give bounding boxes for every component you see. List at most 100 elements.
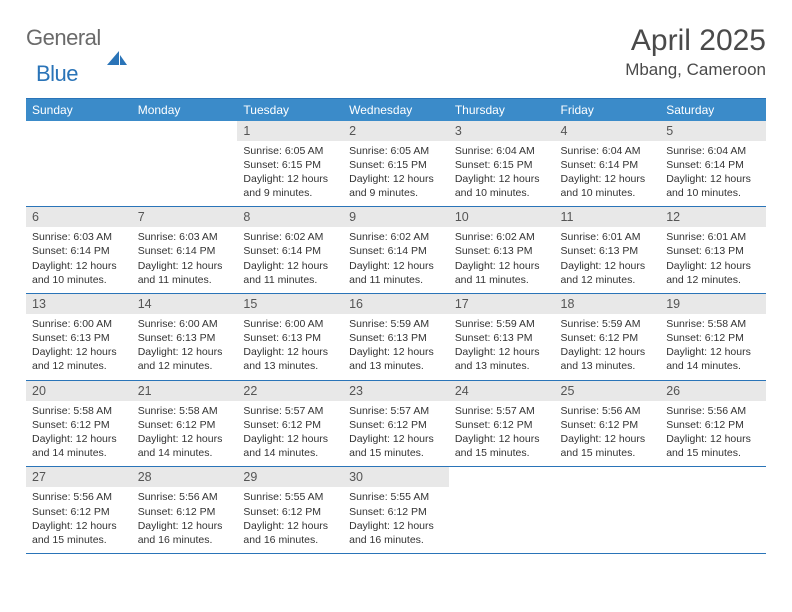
sunset-line: Sunset: 6:13 PM: [243, 331, 337, 345]
logo-text: General Blue: [26, 28, 101, 84]
calendar-day-cell: 20Sunrise: 5:58 AMSunset: 6:12 PMDayligh…: [26, 380, 132, 467]
sunset-line: Sunset: 6:12 PM: [561, 331, 655, 345]
day-number: 10: [449, 207, 555, 227]
daylight-line: Daylight: 12 hours and 13 minutes.: [455, 345, 549, 373]
daylight-line: Daylight: 12 hours and 9 minutes.: [349, 172, 443, 200]
calendar-day-cell: 1Sunrise: 6:05 AMSunset: 6:15 PMDaylight…: [237, 121, 343, 207]
sunset-line: Sunset: 6:13 PM: [455, 244, 549, 258]
calendar-day-cell: 7Sunrise: 6:03 AMSunset: 6:14 PMDaylight…: [132, 207, 238, 294]
sunset-line: Sunset: 6:15 PM: [243, 158, 337, 172]
sunset-line: Sunset: 6:14 PM: [666, 158, 760, 172]
day-number: 9: [343, 207, 449, 227]
calendar-day-cell: 3Sunrise: 6:04 AMSunset: 6:15 PMDaylight…: [449, 121, 555, 207]
day-number: 2: [343, 121, 449, 141]
sunrise-line: Sunrise: 5:59 AM: [349, 317, 443, 331]
weekday-header: Thursday: [449, 98, 555, 121]
sunrise-line: Sunrise: 6:03 AM: [138, 230, 232, 244]
day-details: Sunrise: 6:05 AMSunset: 6:15 PMDaylight:…: [343, 141, 449, 207]
sunrise-line: Sunrise: 6:00 AM: [138, 317, 232, 331]
day-number: 4: [555, 121, 661, 141]
weekday-header: Saturday: [660, 98, 766, 121]
calendar-empty-cell: [555, 467, 661, 554]
day-details: Sunrise: 5:56 AMSunset: 6:12 PMDaylight:…: [660, 401, 766, 467]
logo-text-general: General: [26, 28, 101, 48]
day-details: Sunrise: 5:58 AMSunset: 6:12 PMDaylight:…: [26, 401, 132, 467]
title-block: April 2025 Mbang, Cameroon: [625, 24, 766, 80]
sunset-line: Sunset: 6:12 PM: [349, 418, 443, 432]
daylight-line: Daylight: 12 hours and 16 minutes.: [138, 519, 232, 547]
daylight-line: Daylight: 12 hours and 12 minutes.: [32, 345, 126, 373]
sunrise-line: Sunrise: 5:55 AM: [349, 490, 443, 504]
day-details: Sunrise: 5:56 AMSunset: 6:12 PMDaylight:…: [132, 487, 238, 553]
sunrise-line: Sunrise: 5:57 AM: [349, 404, 443, 418]
sunset-line: Sunset: 6:12 PM: [349, 505, 443, 519]
calendar-day-cell: 4Sunrise: 6:04 AMSunset: 6:14 PMDaylight…: [555, 121, 661, 207]
calendar-day-cell: 25Sunrise: 5:56 AMSunset: 6:12 PMDayligh…: [555, 380, 661, 467]
calendar-week-row: 27Sunrise: 5:56 AMSunset: 6:12 PMDayligh…: [26, 467, 766, 554]
calendar-day-cell: 19Sunrise: 5:58 AMSunset: 6:12 PMDayligh…: [660, 293, 766, 380]
daylight-line: Daylight: 12 hours and 10 minutes.: [666, 172, 760, 200]
sunrise-line: Sunrise: 5:55 AM: [243, 490, 337, 504]
sunset-line: Sunset: 6:14 PM: [138, 244, 232, 258]
day-details: Sunrise: 5:55 AMSunset: 6:12 PMDaylight:…: [343, 487, 449, 553]
day-number: 30: [343, 467, 449, 487]
sunset-line: Sunset: 6:14 PM: [349, 244, 443, 258]
sunset-line: Sunset: 6:14 PM: [561, 158, 655, 172]
calendar-day-cell: 12Sunrise: 6:01 AMSunset: 6:13 PMDayligh…: [660, 207, 766, 294]
day-details: Sunrise: 6:00 AMSunset: 6:13 PMDaylight:…: [26, 314, 132, 380]
daylight-line: Daylight: 12 hours and 12 minutes.: [561, 259, 655, 287]
day-number: 14: [132, 294, 238, 314]
header: General Blue April 2025 Mbang, Cameroon: [26, 24, 766, 84]
calendar-week-row: 20Sunrise: 5:58 AMSunset: 6:12 PMDayligh…: [26, 380, 766, 467]
day-number: 12: [660, 207, 766, 227]
sunrise-line: Sunrise: 5:56 AM: [32, 490, 126, 504]
day-details: Sunrise: 6:01 AMSunset: 6:13 PMDaylight:…: [660, 227, 766, 293]
calendar-day-cell: 30Sunrise: 5:55 AMSunset: 6:12 PMDayligh…: [343, 467, 449, 554]
daylight-line: Daylight: 12 hours and 9 minutes.: [243, 172, 337, 200]
calendar-empty-cell: [132, 121, 238, 207]
sunrise-line: Sunrise: 6:04 AM: [561, 144, 655, 158]
daylight-line: Daylight: 12 hours and 14 minutes.: [32, 432, 126, 460]
calendar-day-cell: 16Sunrise: 5:59 AMSunset: 6:13 PMDayligh…: [343, 293, 449, 380]
sunrise-line: Sunrise: 6:04 AM: [455, 144, 549, 158]
calendar-day-cell: 15Sunrise: 6:00 AMSunset: 6:13 PMDayligh…: [237, 293, 343, 380]
calendar-day-cell: 11Sunrise: 6:01 AMSunset: 6:13 PMDayligh…: [555, 207, 661, 294]
day-number: 22: [237, 381, 343, 401]
daylight-line: Daylight: 12 hours and 11 minutes.: [455, 259, 549, 287]
day-number: 11: [555, 207, 661, 227]
sunrise-line: Sunrise: 5:56 AM: [666, 404, 760, 418]
day-number: 26: [660, 381, 766, 401]
daylight-line: Daylight: 12 hours and 14 minutes.: [243, 432, 337, 460]
daylight-line: Daylight: 12 hours and 11 minutes.: [243, 259, 337, 287]
day-details: Sunrise: 6:04 AMSunset: 6:14 PMDaylight:…: [660, 141, 766, 207]
day-details: Sunrise: 6:01 AMSunset: 6:13 PMDaylight:…: [555, 227, 661, 293]
calendar-day-cell: 8Sunrise: 6:02 AMSunset: 6:14 PMDaylight…: [237, 207, 343, 294]
day-number: 24: [449, 381, 555, 401]
day-details: Sunrise: 6:05 AMSunset: 6:15 PMDaylight:…: [237, 141, 343, 207]
day-number: 5: [660, 121, 766, 141]
day-number: 6: [26, 207, 132, 227]
sunrise-line: Sunrise: 6:02 AM: [455, 230, 549, 244]
sunrise-line: Sunrise: 6:02 AM: [243, 230, 337, 244]
day-number: 17: [449, 294, 555, 314]
sunset-line: Sunset: 6:12 PM: [666, 331, 760, 345]
sunset-line: Sunset: 6:12 PM: [666, 418, 760, 432]
calendar-day-cell: 29Sunrise: 5:55 AMSunset: 6:12 PMDayligh…: [237, 467, 343, 554]
daylight-line: Daylight: 12 hours and 10 minutes.: [32, 259, 126, 287]
calendar-day-cell: 27Sunrise: 5:56 AMSunset: 6:12 PMDayligh…: [26, 467, 132, 554]
sunrise-line: Sunrise: 5:58 AM: [138, 404, 232, 418]
daylight-line: Daylight: 12 hours and 13 minutes.: [243, 345, 337, 373]
month-title: April 2025: [625, 24, 766, 58]
daylight-line: Daylight: 12 hours and 15 minutes.: [349, 432, 443, 460]
day-details: Sunrise: 5:59 AMSunset: 6:13 PMDaylight:…: [343, 314, 449, 380]
calendar-empty-cell: [660, 467, 766, 554]
sunset-line: Sunset: 6:15 PM: [455, 158, 549, 172]
calendar-week-row: 6Sunrise: 6:03 AMSunset: 6:14 PMDaylight…: [26, 207, 766, 294]
day-number: 1: [237, 121, 343, 141]
sunrise-line: Sunrise: 6:02 AM: [349, 230, 443, 244]
day-details: Sunrise: 6:04 AMSunset: 6:15 PMDaylight:…: [449, 141, 555, 207]
weekday-header: Wednesday: [343, 98, 449, 121]
day-number: 8: [237, 207, 343, 227]
daylight-line: Daylight: 12 hours and 13 minutes.: [349, 345, 443, 373]
calendar-day-cell: 28Sunrise: 5:56 AMSunset: 6:12 PMDayligh…: [132, 467, 238, 554]
